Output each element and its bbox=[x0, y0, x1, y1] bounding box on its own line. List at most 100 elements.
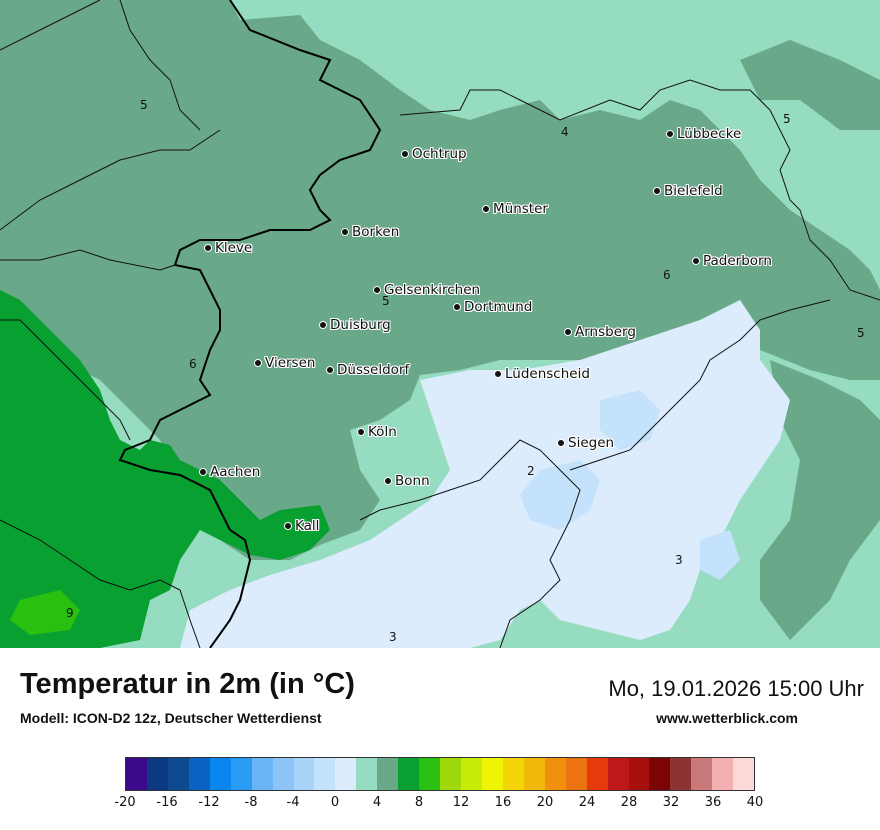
legend-tick-label: 16 bbox=[494, 795, 512, 810]
legend-swatch bbox=[419, 758, 441, 790]
city-label: Lüdenscheid bbox=[505, 366, 590, 382]
legend-swatch bbox=[733, 758, 755, 790]
legend-swatch bbox=[314, 758, 336, 790]
city-label: Münster bbox=[493, 201, 548, 217]
city-duisburg: Duisburg bbox=[319, 317, 391, 333]
legend-swatch bbox=[502, 758, 524, 790]
legend-tick-label: -4 bbox=[286, 795, 300, 810]
city-label: Dortmund bbox=[464, 299, 533, 315]
contour-label: 3 bbox=[675, 553, 683, 567]
legend-swatch bbox=[398, 758, 420, 790]
city-bielefeld: Bielefeld bbox=[653, 183, 723, 199]
legend-tick-label: 32 bbox=[662, 795, 680, 810]
city-marker-icon bbox=[384, 477, 392, 485]
temp-zone-6c bbox=[0, 0, 880, 560]
city-label: Düsseldorf bbox=[337, 362, 410, 378]
legend-swatch bbox=[440, 758, 461, 790]
model-info: Modell: ICON-D2 12z, Deutscher Wetterdie… bbox=[20, 710, 322, 726]
legend-swatch bbox=[272, 758, 294, 790]
state-border-east bbox=[399, 79, 880, 301]
legend-tick-label: -20 bbox=[114, 795, 136, 810]
city-marker-icon bbox=[653, 187, 661, 195]
temp-zone-10c bbox=[10, 590, 80, 635]
legend-tick-label: 36 bbox=[704, 795, 722, 810]
city-marker-icon bbox=[494, 370, 502, 378]
legend-swatch bbox=[209, 758, 231, 790]
temp-zone-2c bbox=[180, 300, 790, 648]
city-label: Kall bbox=[295, 518, 320, 534]
legend-swatch bbox=[586, 758, 608, 790]
legend-tick-label: -16 bbox=[156, 795, 178, 810]
country-border bbox=[118, 0, 382, 648]
legend-tick-label: 0 bbox=[330, 795, 340, 810]
city-marker-icon bbox=[692, 257, 700, 265]
legend-swatch bbox=[230, 758, 252, 790]
legend-swatch bbox=[691, 758, 713, 790]
legend-swatch bbox=[167, 758, 189, 790]
city-marker-icon bbox=[341, 228, 349, 236]
border-nl-internal bbox=[0, 129, 221, 271]
contour-label: 9 bbox=[66, 606, 74, 620]
city-viersen: Viersen bbox=[254, 355, 315, 371]
contour-label: 6 bbox=[189, 357, 197, 371]
legend-swatch bbox=[481, 758, 503, 790]
city-marker-icon bbox=[357, 428, 365, 436]
city-aachen: Aachen bbox=[199, 464, 260, 480]
legend-swatch bbox=[544, 758, 566, 790]
city-koeln: Köln bbox=[357, 424, 397, 440]
color-legend-ticks: -20 -16 -12 -8 -4 0 4 8 12 16 20 24 28 32 36 40 bbox=[0, 795, 880, 815]
city-kall: Kall bbox=[284, 518, 319, 534]
color-legend-bar bbox=[125, 757, 755, 791]
legend-tick-label: 20 bbox=[536, 795, 554, 810]
contour-label: 5 bbox=[857, 326, 865, 340]
legend-swatch bbox=[146, 758, 168, 790]
city-marker-icon bbox=[564, 328, 572, 336]
state-border-siegen bbox=[569, 299, 831, 471]
city-label: Duisburg bbox=[330, 317, 391, 333]
legend-tick-label: 24 bbox=[578, 795, 596, 810]
city-ochtrup: Ochtrup bbox=[401, 146, 467, 162]
city-label: Paderborn bbox=[703, 253, 772, 269]
legend-tick-label: -8 bbox=[244, 795, 258, 810]
map-canvas bbox=[0, 0, 880, 648]
state-border-south bbox=[359, 439, 581, 648]
temp-zone-8c bbox=[0, 290, 330, 648]
legend-swatch bbox=[565, 758, 587, 790]
city-marker-icon bbox=[557, 439, 565, 447]
city-label: Arnsberg bbox=[575, 324, 636, 340]
city-muenster: Münster bbox=[482, 201, 548, 217]
legend-tick-label: 28 bbox=[620, 795, 638, 810]
forecast-datetime: Mo, 19.01.2026 15:00 Uhr bbox=[608, 676, 864, 701]
city-luedenscheid: Lüdenscheid bbox=[494, 366, 590, 382]
website-link[interactable]: www.wetterblick.com bbox=[656, 710, 798, 726]
legend-swatch bbox=[188, 758, 210, 790]
contour-label: 5 bbox=[140, 98, 148, 112]
city-label: Borken bbox=[352, 224, 400, 240]
city-gelsenkirchen: Gelsenkirchen bbox=[373, 282, 480, 298]
city-kleve: Kleve bbox=[204, 240, 252, 256]
legend-swatch bbox=[523, 758, 545, 790]
map-footer: Temperatur in 2m (in °C) Modell: ICON-D2… bbox=[0, 648, 880, 830]
legend-swatch bbox=[293, 758, 315, 790]
city-marker-icon bbox=[199, 468, 207, 476]
city-marker-icon bbox=[204, 244, 212, 252]
legend-swatch bbox=[335, 758, 357, 790]
city-label: Bonn bbox=[395, 473, 430, 489]
temperature-map: Ochtrup Lübbecke Bielefeld Münster Borke… bbox=[0, 0, 880, 648]
city-marker-icon bbox=[666, 130, 674, 138]
city-arnsberg: Arnsberg bbox=[564, 324, 636, 340]
city-marker-icon bbox=[284, 522, 292, 530]
city-label: Köln bbox=[368, 424, 397, 440]
city-label: Siegen bbox=[568, 435, 615, 451]
city-marker-icon bbox=[326, 366, 334, 374]
city-label: Bielefeld bbox=[664, 183, 723, 199]
legend-tick-label: 4 bbox=[372, 795, 382, 810]
legend-swatch bbox=[649, 758, 671, 790]
city-borken: Borken bbox=[341, 224, 399, 240]
city-marker-icon bbox=[453, 303, 461, 311]
temp-zone-0c-c bbox=[700, 530, 740, 580]
temp-zone-0c-a bbox=[520, 460, 600, 530]
border-nl-north bbox=[0, 0, 201, 131]
city-marker-icon bbox=[319, 321, 327, 329]
contour-label: 2 bbox=[527, 464, 535, 478]
